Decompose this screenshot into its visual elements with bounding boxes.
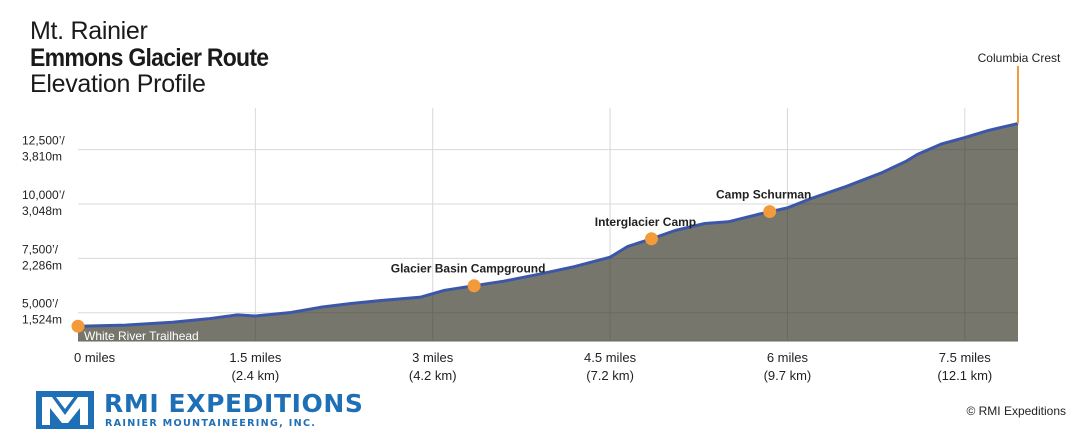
waypoint-label: White River Trailhead (84, 329, 199, 343)
y-tick-label: 7,500’/ (22, 242, 59, 256)
x-tick-sublabel: (12.1 km) (937, 368, 992, 383)
waypoint-marker (644, 232, 658, 246)
brand-tagline: RAINIER MOUNTAINEERING, INC. (105, 418, 317, 429)
waypoint-label: Camp Schurman (716, 188, 811, 202)
x-tick-sublabel: (7.2 km) (586, 368, 634, 383)
waypoint-label: Glacier Basin Campground (391, 262, 546, 276)
x-tick-label: 7.5 miles (939, 350, 992, 365)
x-tick-label: 1.5 miles (229, 350, 282, 365)
waypoint-marker (467, 279, 481, 293)
x-tick-sublabel: (9.7 km) (764, 368, 812, 383)
x-tick-sublabel: (2.4 km) (232, 368, 280, 383)
y-tick-sublabel: 2,286m (22, 258, 62, 272)
x-tick-label: 4.5 miles (584, 350, 637, 365)
y-tick-sublabel: 3,810m (22, 150, 62, 164)
rmi-logo-icon (36, 391, 94, 429)
summit-label: Columbia Crest (978, 51, 1061, 65)
y-tick-sublabel: 3,048m (22, 204, 62, 218)
x-tick-label: 6 miles (767, 350, 809, 365)
y-tick-label: 10,000’/ (22, 188, 65, 202)
chart-title-line2: Emmons Glacier Route (30, 44, 269, 72)
x-tick-sublabel: (4.2 km) (409, 368, 457, 383)
waypoint-label: Interglacier Camp (595, 215, 696, 229)
x-tick-label: 3 miles (412, 350, 454, 365)
y-tick-label: 12,500’/ (22, 134, 65, 148)
chart-title-line1: Mt. Rainier (30, 17, 148, 45)
brand-name: RMI EXPEDITIONS (104, 389, 364, 418)
waypoint-marker (71, 319, 85, 333)
copyright-notice: © RMI Expeditions (966, 404, 1066, 418)
x-tick-label: 0 miles (74, 350, 116, 365)
chart-title-line3: Elevation Profile (30, 70, 206, 98)
chart-title-block: Mt. Rainier Emmons Glacier Route Elevati… (30, 17, 289, 98)
y-tick-sublabel: 1,524m (22, 313, 62, 327)
elevation-area (78, 123, 1018, 341)
elevation-line (77, 122, 1019, 328)
y-tick-label: 5,000’/ (22, 297, 59, 311)
waypoint-marker (763, 205, 777, 219)
